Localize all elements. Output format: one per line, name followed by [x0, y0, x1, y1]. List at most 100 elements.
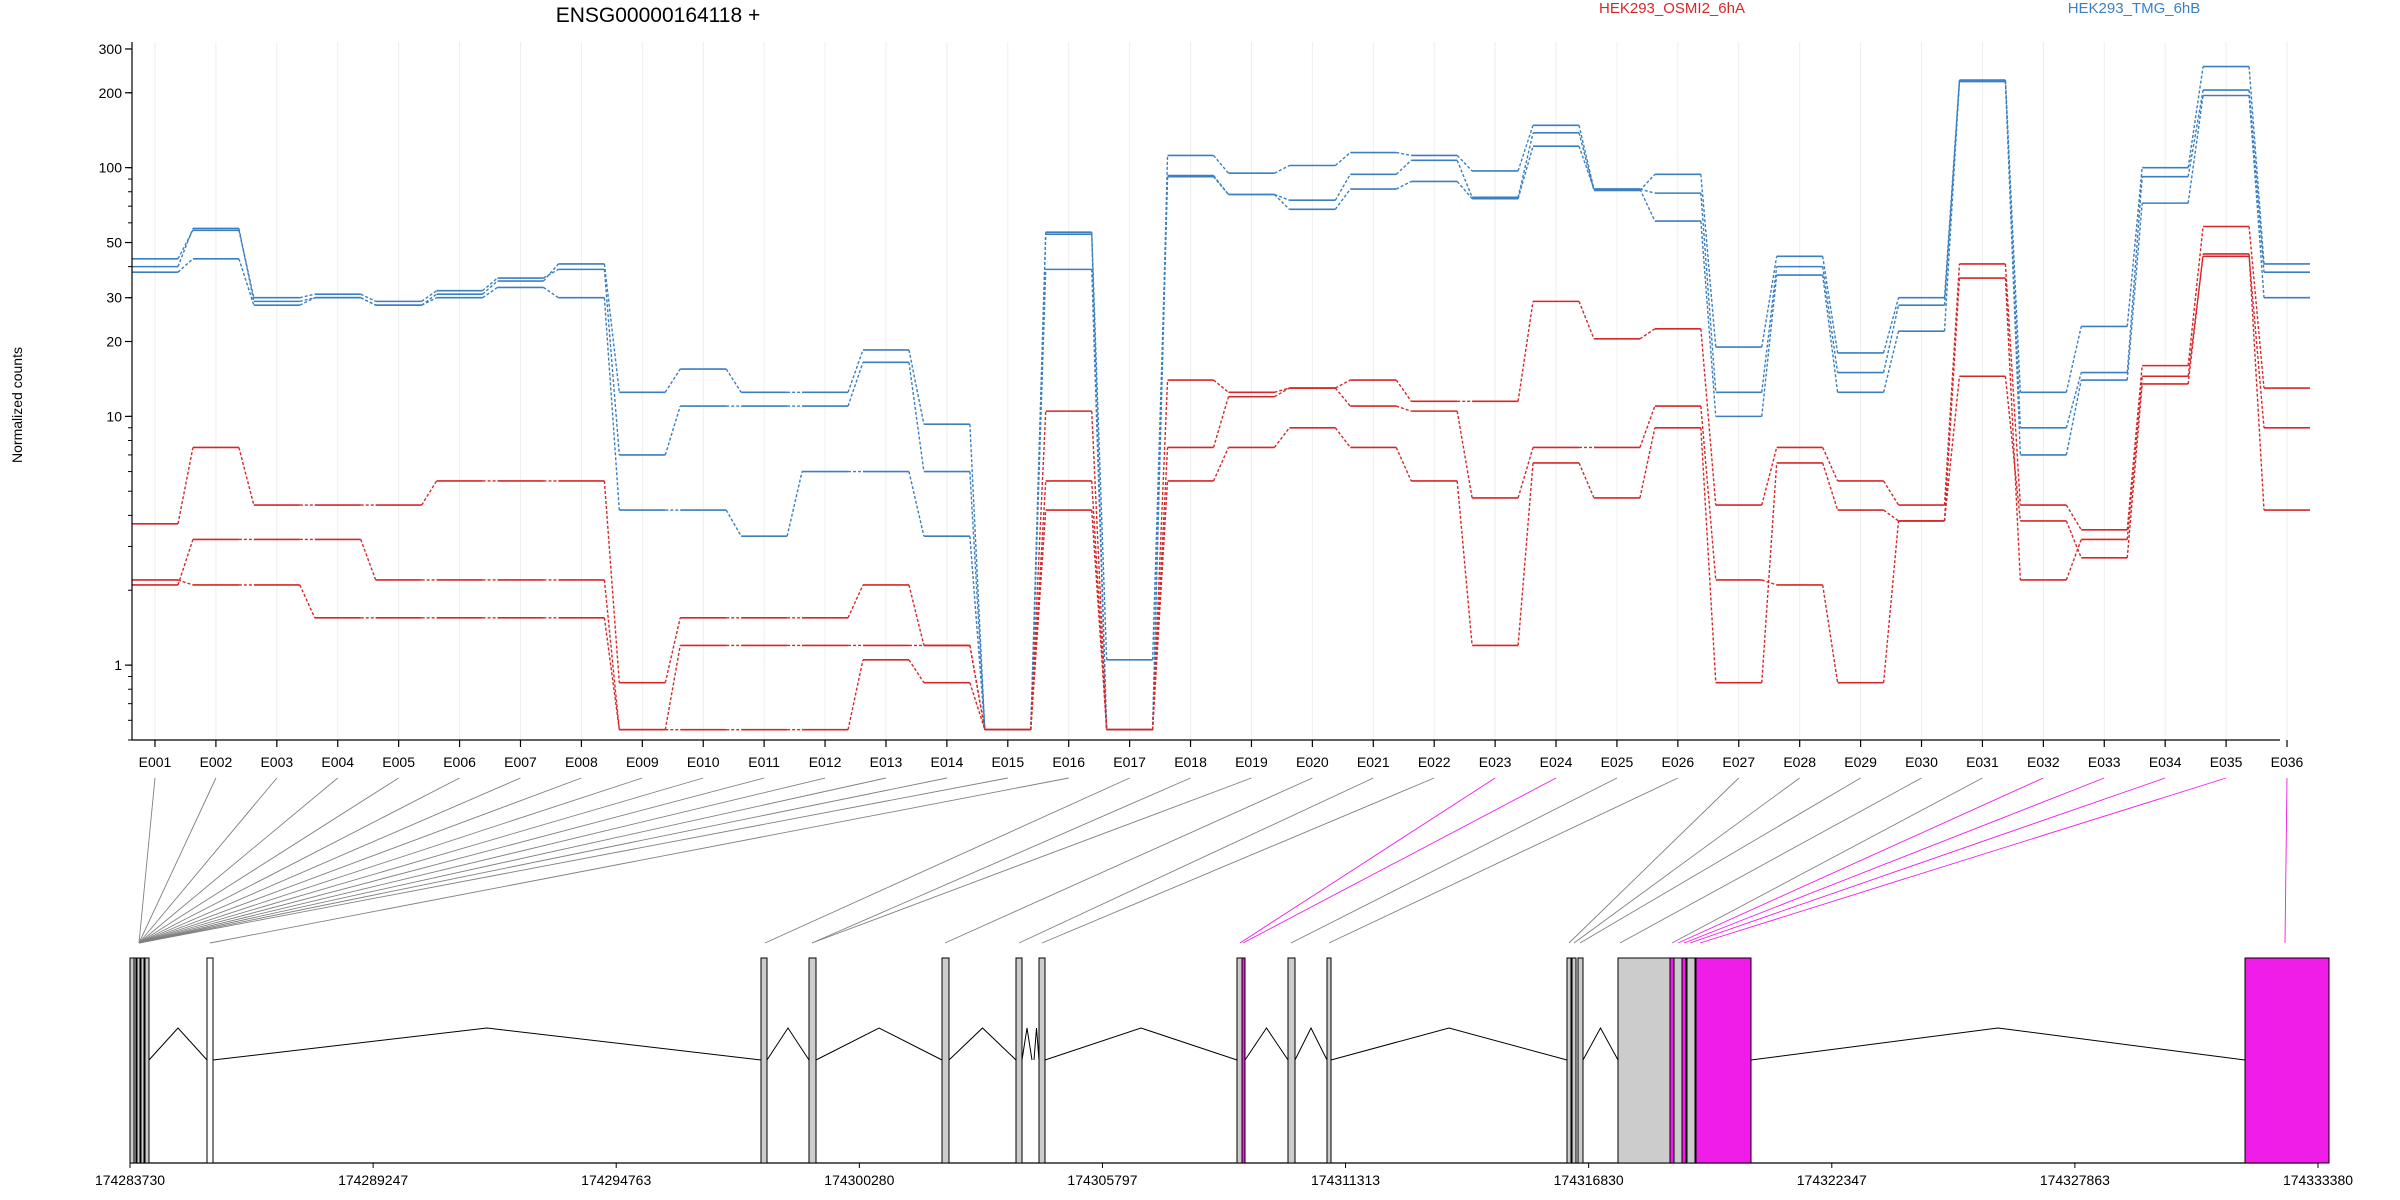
y-tick-label: 20	[106, 334, 122, 350]
series-connector	[603, 263, 621, 393]
y-tick-label: 30	[106, 290, 122, 306]
series-connector	[786, 471, 803, 537]
y-axis-label: Normalized counts	[9, 347, 25, 463]
exon-connector	[944, 777, 1313, 944]
series-connector	[1091, 510, 1108, 730]
series-connector	[2248, 226, 2265, 389]
exon-connector	[1328, 777, 1679, 944]
series-connector	[1639, 188, 1656, 194]
series-connector	[238, 447, 255, 506]
exon-box	[1669, 957, 1675, 1164]
exon-connector	[1579, 777, 1861, 944]
series-connector	[1517, 125, 1534, 172]
series-connector	[1700, 220, 1717, 417]
series-connector	[603, 480, 621, 683]
x-tick-label: E010	[687, 754, 720, 770]
series-connector	[1213, 154, 1229, 174]
series-connector	[360, 293, 376, 303]
intron-line	[766, 1027, 810, 1061]
intron-line	[1750, 1027, 2246, 1061]
series-connector	[1761, 266, 1778, 393]
series-connector	[1943, 277, 1961, 521]
series-connector	[543, 286, 559, 299]
x-tick-label: E012	[809, 754, 842, 770]
series-connector	[2126, 376, 2143, 540]
series-connector	[2248, 95, 2265, 298]
series-connector	[603, 617, 621, 730]
series-4	[132, 255, 2310, 731]
series-connector	[1456, 160, 1473, 198]
series-connector	[1943, 376, 1961, 521]
series-connector	[543, 268, 559, 279]
series-3	[132, 225, 2310, 731]
series-connector	[1882, 305, 1900, 373]
exon-connector	[1242, 777, 1557, 944]
series-connector	[969, 471, 986, 730]
series-connector	[1334, 152, 1351, 167]
series-connector	[1639, 328, 1656, 340]
y-tick-label: 300	[99, 41, 123, 57]
series-connector	[664, 645, 681, 730]
intron-line	[1044, 1027, 1238, 1061]
series-connector	[908, 659, 925, 684]
x-tick-label: E011	[748, 754, 780, 770]
series-connector	[1030, 510, 1047, 730]
genome-axis-label: 174305797	[1067, 1172, 1137, 1188]
series-lines	[132, 65, 2310, 731]
series-connector	[177, 579, 194, 586]
exon-connector	[1239, 777, 1496, 944]
series-1	[132, 80, 2310, 731]
series-connector	[1578, 301, 1595, 340]
series-connector	[1274, 193, 1290, 201]
series-connector	[1395, 180, 1412, 190]
x-tick-label: E005	[382, 754, 415, 770]
x-tick-label: E026	[1662, 754, 1695, 770]
exon-box	[1287, 957, 1296, 1164]
series-connector	[1761, 256, 1778, 348]
series-connector	[1517, 462, 1534, 646]
series-2	[132, 80, 2310, 731]
series-connector	[238, 230, 255, 298]
genome-axis-label: 174316830	[1554, 1172, 1624, 1188]
series-connector	[2187, 89, 2204, 177]
exon-box	[1241, 957, 1246, 1164]
series-connector	[1578, 462, 1595, 499]
intron-line	[212, 1027, 762, 1061]
series-connector	[1821, 274, 1839, 393]
series-connector	[1639, 427, 1656, 499]
x-tick-label: E023	[1479, 754, 1512, 770]
exon-connector	[1573, 777, 1800, 944]
series-connector	[1274, 387, 1290, 393]
x-tick-label: E007	[504, 754, 537, 770]
series-connector	[1395, 447, 1412, 482]
exon-connector	[1689, 777, 2166, 944]
series-connector	[2187, 253, 2204, 385]
series-connector	[2126, 203, 2143, 381]
series-connector	[1517, 301, 1534, 402]
exon-connector	[138, 777, 339, 944]
series-connector	[1883, 480, 1900, 506]
series-connector	[1274, 387, 1290, 398]
series-connector	[1396, 151, 1412, 157]
exon-box	[2244, 957, 2330, 1164]
legend-entry-tmg: HEK293_TMG_6hB	[2068, 0, 2201, 17]
exon-connector	[2284, 777, 2288, 944]
series-connector	[725, 368, 742, 393]
exon-connectors	[138, 777, 2288, 944]
series-connector	[847, 659, 864, 730]
intron-line	[1330, 1027, 1568, 1061]
series-connector	[177, 258, 194, 273]
exon-connector	[1018, 777, 1374, 944]
x-tick-label: E035	[2210, 754, 2243, 770]
x-tick-label: E029	[1844, 754, 1877, 770]
x-tick-label: E025	[1601, 754, 1634, 770]
series-connector	[1273, 193, 1290, 210]
exon-box	[129, 957, 135, 1164]
exon-connector	[1041, 777, 1435, 944]
exon-box	[140, 957, 145, 1164]
exon-box	[1566, 957, 1572, 1164]
x-tick-label: E003	[260, 754, 293, 770]
exon-connector	[138, 777, 399, 944]
series-connector	[603, 269, 621, 455]
series-connector	[1882, 520, 1900, 683]
